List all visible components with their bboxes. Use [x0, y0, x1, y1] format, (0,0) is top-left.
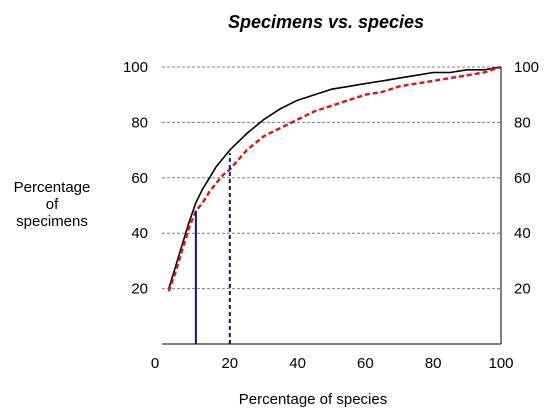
- x-tick-label: 80: [425, 355, 442, 372]
- y-tick-label-right: 40: [514, 225, 531, 242]
- y-tick-label-left: 20: [131, 281, 148, 298]
- chart-title: Specimens vs. species: [228, 12, 424, 32]
- x-tick-label: 100: [488, 355, 513, 372]
- y-tick-label-right: 60: [514, 170, 531, 187]
- y-tick-label-right: 80: [514, 114, 531, 131]
- y-tick-label-left: 80: [131, 114, 148, 131]
- y-tick-label-left: 60: [131, 170, 148, 187]
- x-tick-label: 40: [289, 355, 306, 372]
- tick-labels: 0 20 40 60 80 100 20 40 60 80 100 20 40 60 80 100: [123, 59, 539, 372]
- axes: [162, 67, 502, 345]
- y-axis-label-line-1: Percentage: [14, 179, 91, 196]
- y-tick-label-left: 40: [131, 225, 148, 242]
- y-tick-label-left: 100: [123, 59, 148, 76]
- y-axis-label: Percentage of specimens: [14, 179, 91, 230]
- y-axis-label-line-2: of: [46, 196, 59, 213]
- x-tick-label: 0: [151, 355, 159, 372]
- y-tick-label-right: 100: [514, 59, 539, 76]
- series-line-1: [168, 66, 502, 289]
- grid: [162, 66, 501, 290]
- y-axis-label-line-3: specimens: [16, 213, 88, 230]
- series-line-2: [167, 65, 502, 292]
- x-tick-label: 20: [221, 355, 238, 372]
- y-tick-label-right: 20: [514, 281, 531, 298]
- plot-marks: [167, 65, 502, 344]
- x-tick-label: 60: [357, 355, 374, 372]
- x-axis-label: Percentage of species: [239, 391, 387, 408]
